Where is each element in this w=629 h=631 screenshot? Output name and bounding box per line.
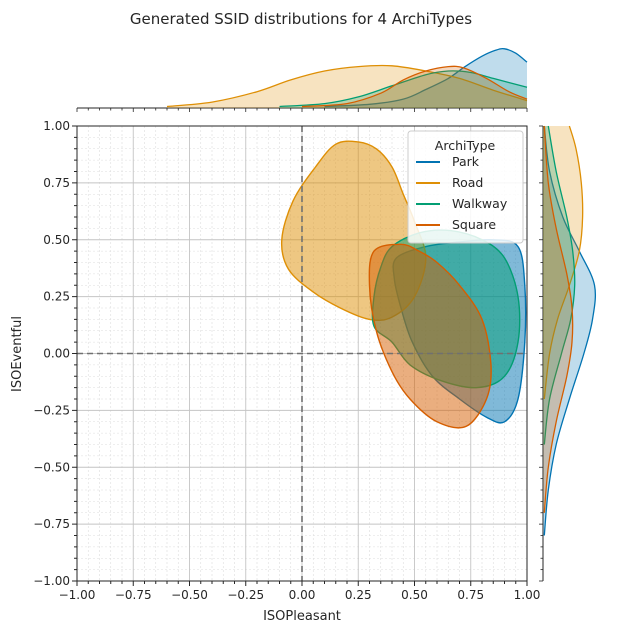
legend-label-park: Park <box>452 154 480 169</box>
y-tick-label: 0.00 <box>43 347 70 361</box>
x-marginal-line-walkway <box>279 70 528 108</box>
legend-label-road: Road <box>452 175 483 190</box>
x-tick-label: −0.50 <box>171 588 208 602</box>
x-tick-label: 0.00 <box>289 588 316 602</box>
y-marginal-line-park <box>543 125 597 536</box>
right-marginal-panel <box>539 125 597 582</box>
legend-items: Park Road Walkway Square <box>416 154 508 232</box>
y-tick-label: −0.25 <box>33 403 70 417</box>
y-marginal-line-road <box>543 125 584 400</box>
x-tick-label: −0.75 <box>115 588 152 602</box>
y-tick-label: 1.00 <box>43 119 70 133</box>
x-tick-label: 0.25 <box>345 588 372 602</box>
x-tick-label: 0.50 <box>401 588 428 602</box>
x-marginal-fill-square <box>302 66 527 108</box>
y-tick-label: 0.50 <box>43 233 70 247</box>
x-marginal-line-road <box>166 64 528 108</box>
legend-title: ArchiType <box>435 138 496 153</box>
chart-title: Generated SSID distributions for 4 Archi… <box>130 10 472 28</box>
y-tick-label: 0.75 <box>43 176 70 190</box>
x-tick-label: −1.00 <box>59 588 96 602</box>
y-tick-label: −0.50 <box>33 460 70 474</box>
y-marginal-fill-square <box>543 126 573 513</box>
x-marginal-fill-park <box>324 48 527 108</box>
x-marginal-fill-walkway <box>279 70 527 108</box>
x-axis-label: ISOPleasant <box>263 609 341 624</box>
y-marginal-line-walkway <box>543 125 576 445</box>
legend-label-square: Square <box>452 217 496 232</box>
main-plot-area: −1.00 −0.75 −0.50 −0.25 0.00 0.25 0.50 0.75 1.00… <box>33 119 540 602</box>
kde-contour-square <box>368 243 492 429</box>
legend-label-walkway: Walkway <box>452 196 508 211</box>
legend-box <box>407 130 524 244</box>
x-tick-label: 1.00 <box>514 588 541 602</box>
y-tick-label: 0.25 <box>43 290 70 304</box>
y-marginal-fill-road <box>543 126 583 399</box>
kde-contours <box>280 140 527 429</box>
y-axis-ticks: −1.00 −0.75 −0.50 −0.25 0.00 0.25 0.50 0.75 1.00 <box>33 119 77 588</box>
x-tick-label: 0.75 <box>457 588 484 602</box>
x-axis-ticks: −1.00 −0.75 −0.50 −0.25 0.00 0.25 0.50 0.75 1.00 <box>59 581 541 602</box>
y-marginal-line-square <box>543 125 574 513</box>
y-marginal-fill-walkway <box>543 126 575 445</box>
x-tick-label: −0.25 <box>227 588 264 602</box>
y-axis-label: ISOEventful <box>10 316 25 392</box>
y-tick-label: −0.75 <box>33 517 70 531</box>
x-marginal-line-park <box>324 47 528 108</box>
x-marginal-fill-road <box>167 65 527 108</box>
y-tick-label: −1.00 <box>33 574 70 588</box>
x-marginal-line-square <box>301 65 528 108</box>
legend: ArchiType Park Road Walkway Square <box>407 130 524 244</box>
top-marginal-panel <box>76 47 528 112</box>
